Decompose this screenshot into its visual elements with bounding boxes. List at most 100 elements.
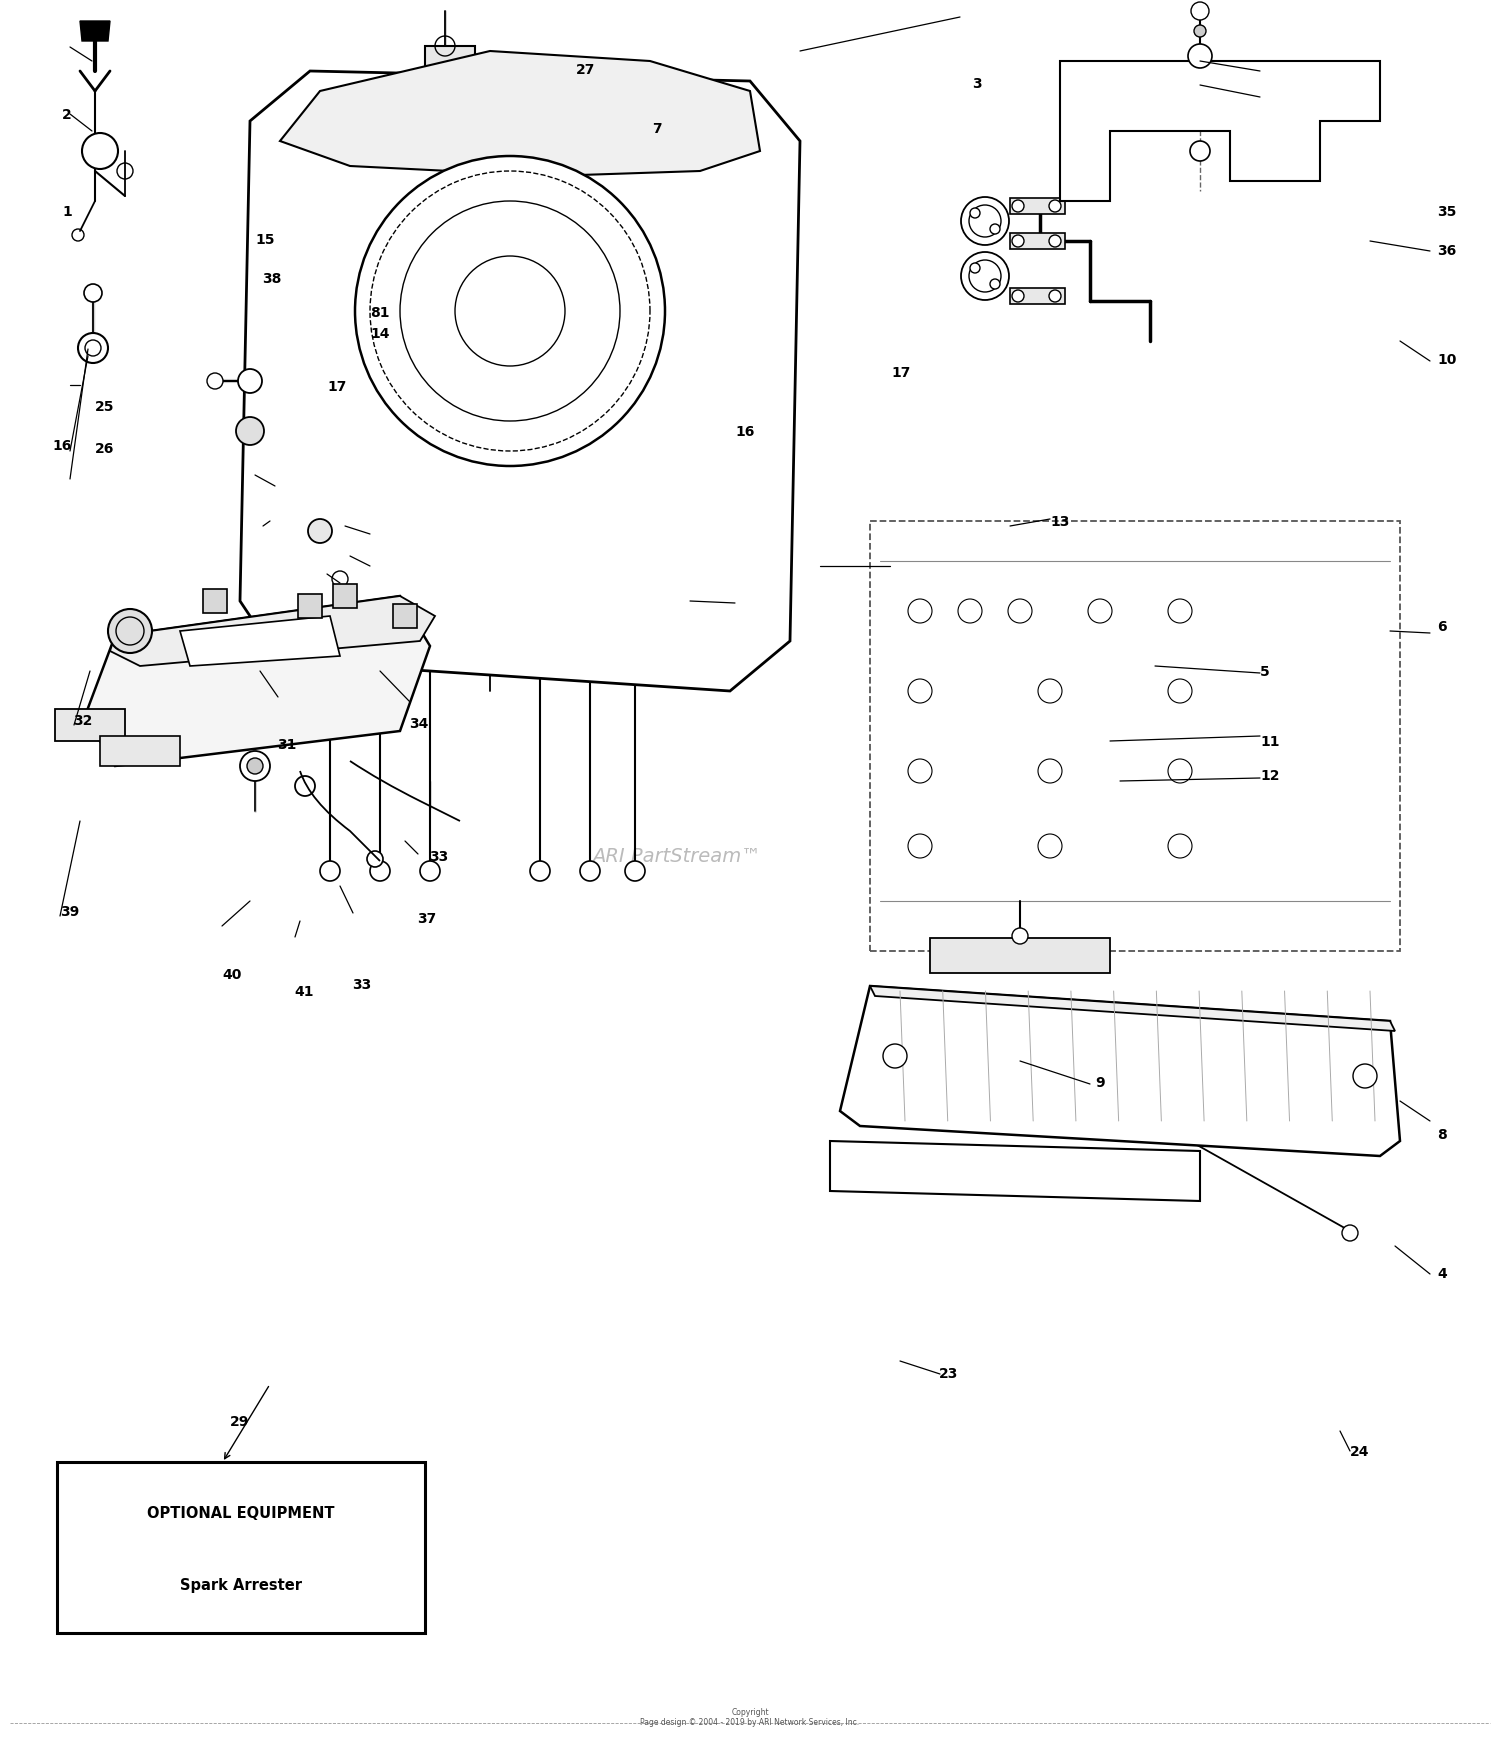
Text: 4: 4 [1437,1267,1446,1281]
Text: 13: 13 [1050,515,1070,529]
Text: 6: 6 [1437,620,1446,634]
Circle shape [1188,44,1212,68]
Text: ARI PartStream™: ARI PartStream™ [592,848,760,865]
Text: 11: 11 [1260,735,1280,749]
Text: 7: 7 [652,122,662,136]
Text: 40: 40 [222,968,242,982]
Text: 15: 15 [255,233,274,247]
Circle shape [1353,1064,1377,1088]
Text: 27: 27 [576,63,596,77]
Text: 33: 33 [352,978,372,992]
Polygon shape [830,1140,1200,1201]
Bar [202,588,226,613]
Text: 10: 10 [1437,353,1456,367]
Circle shape [86,339,100,355]
Circle shape [1191,2,1209,19]
Circle shape [1048,235,1060,247]
Text: Spark Arrester: Spark Arrester [180,1577,302,1593]
Polygon shape [180,616,340,667]
Bar [57,1462,424,1633]
Text: 9: 9 [1095,1076,1104,1090]
Circle shape [626,862,645,881]
Circle shape [356,157,664,467]
Bar [333,583,357,608]
Bar [298,594,322,618]
Polygon shape [240,71,800,691]
Circle shape [320,862,340,881]
Text: 34: 34 [410,717,429,731]
Circle shape [1013,291,1025,301]
Text: 5: 5 [1260,665,1269,679]
Circle shape [240,750,270,782]
Circle shape [332,571,348,587]
Text: 14: 14 [370,327,390,341]
Circle shape [970,207,980,218]
Bar [1010,287,1065,305]
Text: Copyright
Page design © 2004 - 2019 by ARI Network Services, Inc.: Copyright Page design © 2004 - 2019 by A… [640,1708,860,1727]
Circle shape [454,256,566,366]
Bar [1010,198,1065,214]
Text: 29: 29 [230,1415,249,1429]
Text: 35: 35 [1437,205,1456,219]
Bar [56,709,125,742]
Polygon shape [1060,61,1380,200]
Circle shape [420,862,440,881]
Bar [870,521,1400,951]
Text: OPTIONAL EQUIPMENT: OPTIONAL EQUIPMENT [147,1506,334,1522]
Circle shape [580,862,600,881]
Text: 17: 17 [891,366,910,380]
Circle shape [1048,291,1060,301]
Bar [1010,233,1065,249]
Circle shape [78,333,108,364]
Text: 16: 16 [53,439,72,453]
Circle shape [370,862,390,881]
Circle shape [970,263,980,273]
Circle shape [84,284,102,301]
Circle shape [296,776,315,796]
Circle shape [368,851,382,867]
Text: 36: 36 [1437,244,1456,258]
Text: 23: 23 [939,1367,958,1381]
Circle shape [236,418,264,446]
Circle shape [1342,1226,1358,1241]
Circle shape [108,609,152,653]
Circle shape [1013,200,1025,212]
Text: 8: 8 [1437,1128,1446,1142]
Text: 24: 24 [1350,1445,1370,1459]
Circle shape [1013,928,1028,944]
Circle shape [1190,141,1210,160]
Polygon shape [86,595,430,766]
Polygon shape [870,985,1395,1031]
Text: 12: 12 [1260,770,1280,783]
Polygon shape [280,50,760,176]
Circle shape [238,369,262,393]
Polygon shape [840,985,1400,1156]
Text: 81: 81 [370,306,390,320]
Circle shape [1194,24,1206,37]
Circle shape [1048,200,1060,212]
Polygon shape [110,595,435,667]
Circle shape [990,279,1000,289]
Circle shape [990,225,1000,233]
Text: 32: 32 [74,714,93,728]
Bar [930,938,1110,973]
Circle shape [308,519,332,543]
Text: 25: 25 [94,400,114,414]
Circle shape [530,862,550,881]
Circle shape [248,757,262,775]
Text: 31: 31 [278,738,297,752]
Text: 16: 16 [735,425,754,439]
Bar [100,736,180,766]
Circle shape [1013,235,1025,247]
Text: 37: 37 [417,912,436,926]
Text: 41: 41 [294,985,314,999]
Text: 2: 2 [62,108,72,122]
Text: 39: 39 [60,905,80,919]
Text: 17: 17 [327,380,346,393]
Text: 38: 38 [262,272,282,286]
Text: 1: 1 [62,205,72,219]
Circle shape [884,1045,908,1067]
Text: 26: 26 [94,442,114,456]
Circle shape [207,373,224,388]
Circle shape [82,132,118,169]
